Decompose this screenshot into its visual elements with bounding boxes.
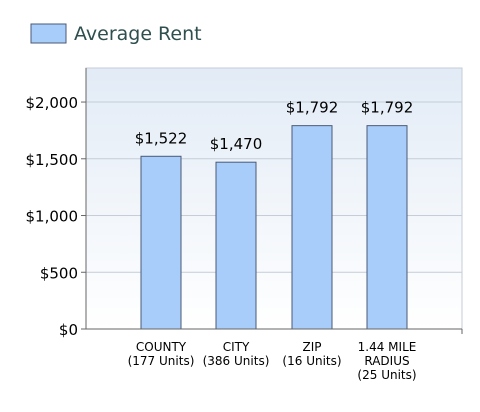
y-tick-label: $500 [40,264,78,282]
x-category-label: CITY [223,340,250,354]
y-tick-label: $1,500 [26,151,79,169]
x-category-label: (25 Units) [357,368,416,382]
legend-swatch [30,23,67,44]
bar-value-label: $1,792 [286,99,339,117]
bar [366,125,408,330]
legend: Average Rent [30,23,202,45]
bar [291,125,333,330]
bar-value-label: $1,470 [210,135,263,153]
y-tick-label: $2,000 [26,94,79,112]
x-category-label: (16 Units) [282,354,341,368]
x-category-label: (177 Units) [128,354,195,368]
value-labels: $1,522 $1,470 $1,792 $1,792 [135,99,414,154]
x-category-label: (386 Units) [203,354,270,368]
y-tick-label: $0 [59,321,78,339]
x-category-label: COUNTY [136,340,187,354]
bar [140,155,182,330]
bar-value-label: $1,792 [361,99,414,117]
x-category-label: ZIP [303,340,322,354]
x-category-label: 1.44 MILE [358,340,417,354]
x-category-label: RADIUS [364,354,409,368]
legend-label: Average Rent [74,23,202,45]
bar [215,161,257,330]
bar-value-label: $1,522 [135,129,188,147]
y-tick-label: $1,000 [26,208,79,226]
axes: $0 $500 $1,000 $1,500 $2,000 COUNTY(177 Units… [26,68,463,382]
